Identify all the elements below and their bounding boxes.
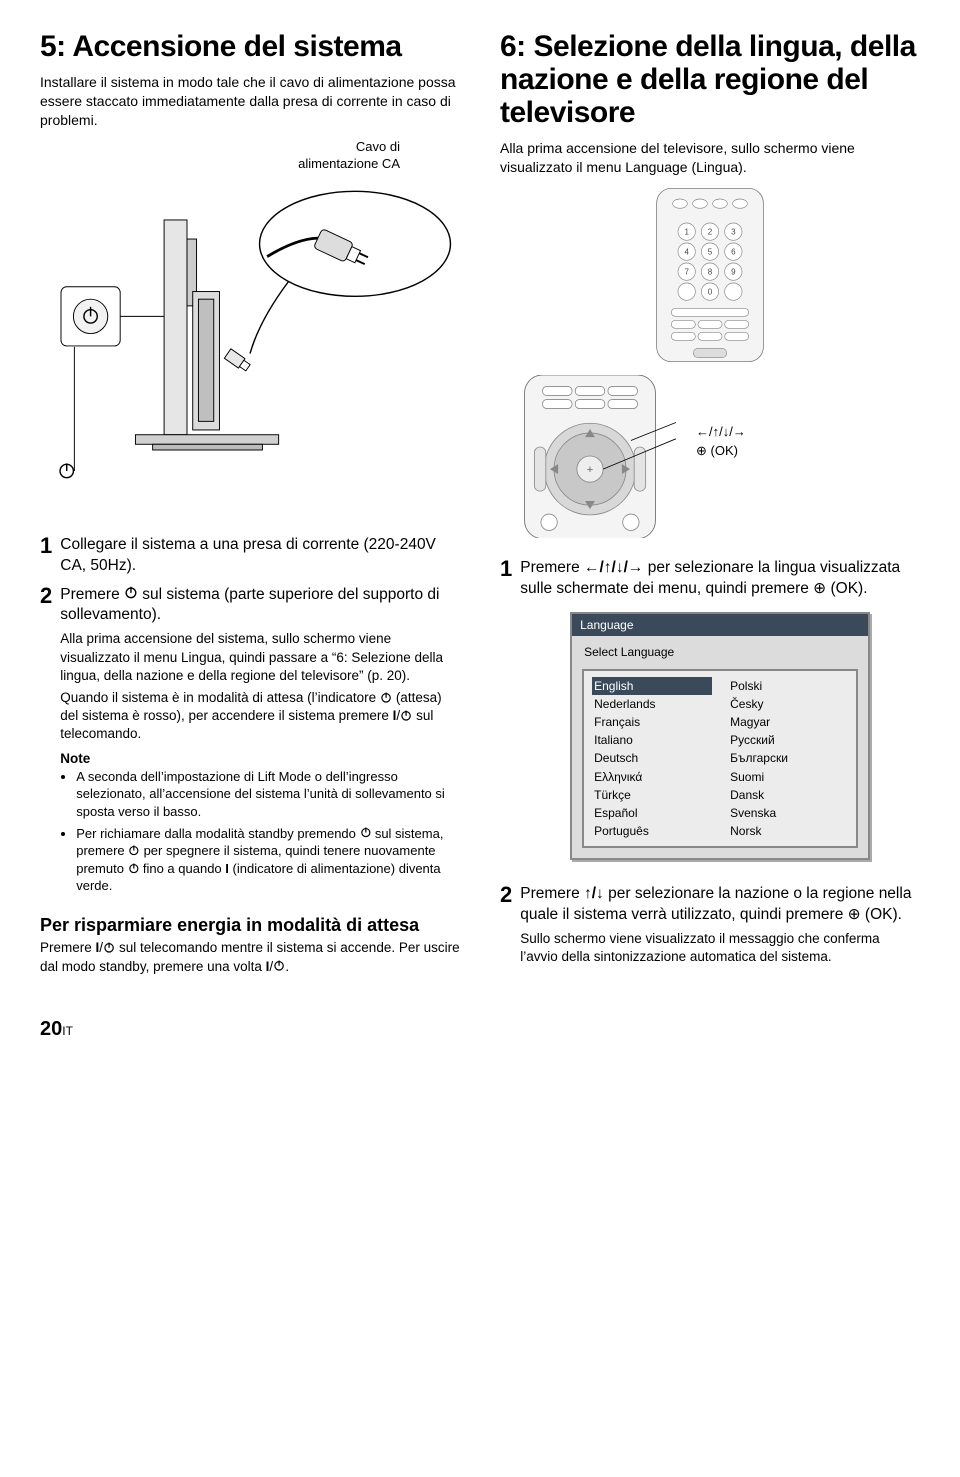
cable-caption: Cavo di alimentazione CA <box>40 138 460 173</box>
language-option[interactable]: Français <box>592 713 712 731</box>
dialog-titlebar: Language <box>572 614 868 636</box>
svg-text:+: + <box>587 464 594 476</box>
language-option[interactable]: Suomi <box>728 768 848 786</box>
svg-text:1: 1 <box>684 227 689 236</box>
language-option[interactable]: Türkçe <box>592 786 712 804</box>
language-option[interactable]: Česky <box>728 695 848 713</box>
language-option[interactable]: Italiano <box>592 731 712 749</box>
standby-body: Premere I/ sul telecomando mentre il sis… <box>40 939 460 975</box>
language-option[interactable]: Magyar <box>728 713 848 731</box>
left-step-2-detail: Alla prima accensione del sistema, sullo… <box>60 630 460 685</box>
left-step-1: Collegare il sistema a una presa di corr… <box>60 535 460 577</box>
power-icon <box>103 941 115 953</box>
step-2-number: 2 <box>40 585 52 899</box>
right-step-1: Premere ←/↑/↓/→ per selezionare la lingu… <box>520 558 920 600</box>
left-step-2: Premere sul sistema (parte superiore del… <box>60 585 460 627</box>
notes-list: A seconda dell’impostazione di Lift Mode… <box>60 768 460 895</box>
section-5-title: 5: Accensione del sistema <box>40 30 460 63</box>
language-dialog: Language Select Language EnglishNederlan… <box>570 612 870 860</box>
power-icon <box>360 826 372 838</box>
right-step-2-detail: Sullo schermo viene visualizzato il mess… <box>520 930 920 966</box>
language-option[interactable]: Español <box>592 804 712 822</box>
remote-callout-labels: ←/↑/↓/→ ⊕ (OK) <box>696 423 746 460</box>
language-option[interactable]: Svenska <box>728 804 848 822</box>
power-icon <box>400 709 412 721</box>
svg-text:2: 2 <box>708 227 713 236</box>
tv-power-cable-illustration <box>40 177 460 492</box>
svg-text:8: 8 <box>708 267 713 276</box>
power-icon <box>273 959 285 971</box>
language-option[interactable]: Dansk <box>728 786 848 804</box>
language-option[interactable]: Български <box>728 749 848 767</box>
right-step-1-number: 1 <box>500 558 512 876</box>
section-5-intro: Installare il sistema in modo tale che i… <box>40 73 460 130</box>
remote-top-illustration: 1 2 3 4 5 6 7 8 9 0 <box>630 185 790 365</box>
language-option[interactable]: Polski <box>728 677 848 695</box>
note-item-1: A seconda dell’impostazione di Lift Mode… <box>76 768 460 821</box>
remote-dpad-illustration: + <box>500 375 680 539</box>
step-1-number: 1 <box>40 535 52 577</box>
language-option[interactable]: Русский <box>728 731 848 749</box>
right-step-2: Premere ↑/↓ per selezionare la nazione o… <box>520 884 920 926</box>
left-step-2-detail2: Quando il sistema è in modalità di attes… <box>60 689 460 744</box>
power-icon <box>128 862 140 874</box>
section-6-title: 6: Selezione della lingua, della nazione… <box>500 30 920 129</box>
standby-subheading: Per risparmiare energia in modalità di a… <box>40 915 460 936</box>
language-option[interactable]: Norsk <box>728 822 848 840</box>
language-option[interactable]: Ελληνικά <box>592 768 712 786</box>
section-6-intro: Alla prima accensione del televisore, su… <box>500 139 920 177</box>
power-icon <box>124 585 138 599</box>
svg-text:9: 9 <box>731 267 736 276</box>
svg-text:6: 6 <box>731 247 736 256</box>
svg-text:4: 4 <box>684 247 689 256</box>
language-option[interactable]: Deutsch <box>592 749 712 767</box>
note-item-2: Per richiamare dalla modalità standby pr… <box>76 825 460 895</box>
note-heading: Note <box>60 750 460 768</box>
svg-text:7: 7 <box>684 267 689 276</box>
power-icon <box>380 691 392 703</box>
language-option[interactable]: English <box>592 677 712 695</box>
language-option[interactable]: Nederlands <box>592 695 712 713</box>
ok-label: ⊕ (OK) <box>696 442 746 460</box>
svg-text:3: 3 <box>731 227 736 236</box>
svg-text:0: 0 <box>708 287 713 296</box>
power-icon <box>128 844 140 856</box>
svg-text:5: 5 <box>708 247 713 256</box>
dialog-subtitle: Select Language <box>572 636 868 664</box>
arrows-label: ←/↑/↓/→ <box>696 423 746 441</box>
language-option[interactable]: Português <box>592 822 712 840</box>
language-listbox[interactable]: EnglishNederlandsFrançaisItalianoDeutsch… <box>582 669 858 849</box>
right-step-2-number: 2 <box>500 884 512 966</box>
page-number: 20IT <box>40 1016 920 1043</box>
